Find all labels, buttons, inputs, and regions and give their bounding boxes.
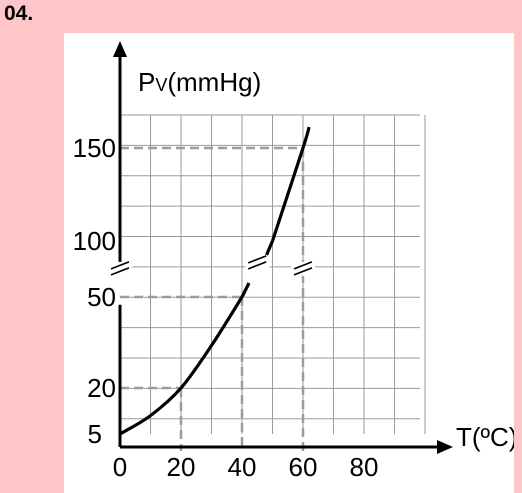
y-axis-label-unit: (mmHg) bbox=[167, 67, 261, 97]
axis-breaks bbox=[108, 255, 315, 276]
break-slash bbox=[247, 261, 267, 270]
grid bbox=[120, 114, 426, 434]
curve-break-stub-low bbox=[240, 282, 251, 298]
reference-lines bbox=[120, 146, 305, 451]
y-tick-label: 20 bbox=[87, 373, 116, 403]
question-number: 04. bbox=[4, 2, 34, 25]
x-tick-label: 0 bbox=[113, 452, 127, 482]
vapor-pressure-chart: PV(mmHg) T(ºC) 0 20 40 60 80 5 20 50 100 150 bbox=[73, 41, 514, 482]
chart-panel: PV(mmHg) T(ºC) 0 20 40 60 80 5 20 50 100 150 bbox=[64, 33, 514, 493]
curve-group bbox=[119, 126, 311, 436]
break-gap bbox=[108, 261, 132, 276]
y-tick-label: 150 bbox=[73, 133, 116, 163]
y-axis-label-sub: V bbox=[155, 75, 167, 95]
break-slash bbox=[110, 267, 130, 276]
curve-break-stub-high bbox=[265, 240, 274, 256]
labels: PV(mmHg) T(ºC) 0 20 40 60 80 5 20 50 100 150 bbox=[73, 67, 514, 482]
break-slash bbox=[293, 267, 313, 276]
y-tick-label: 50 bbox=[87, 282, 116, 312]
x-tick-label: 80 bbox=[350, 452, 379, 482]
break-gap bbox=[291, 261, 315, 276]
x-axis-arrowhead bbox=[437, 440, 453, 454]
axes bbox=[113, 41, 453, 454]
x-tick-label: 60 bbox=[289, 452, 318, 482]
x-axis-label: T(ºC) bbox=[456, 422, 514, 452]
curve-lower bbox=[119, 296, 244, 436]
break-slash bbox=[110, 261, 130, 270]
y-axis-label: PV(mmHg) bbox=[138, 67, 261, 97]
x-tick-label: 20 bbox=[167, 452, 196, 482]
x-tick-label: 40 bbox=[228, 452, 257, 482]
curve-upper bbox=[270, 126, 311, 242]
y-tick-label: 5 bbox=[88, 419, 102, 449]
break-slash bbox=[247, 255, 267, 264]
break-gap bbox=[245, 255, 270, 270]
y-tick-label: 100 bbox=[73, 226, 116, 256]
break-slash bbox=[293, 261, 313, 270]
y-axis-arrowhead bbox=[113, 41, 127, 57]
y-axis-label-main: P bbox=[138, 67, 155, 97]
